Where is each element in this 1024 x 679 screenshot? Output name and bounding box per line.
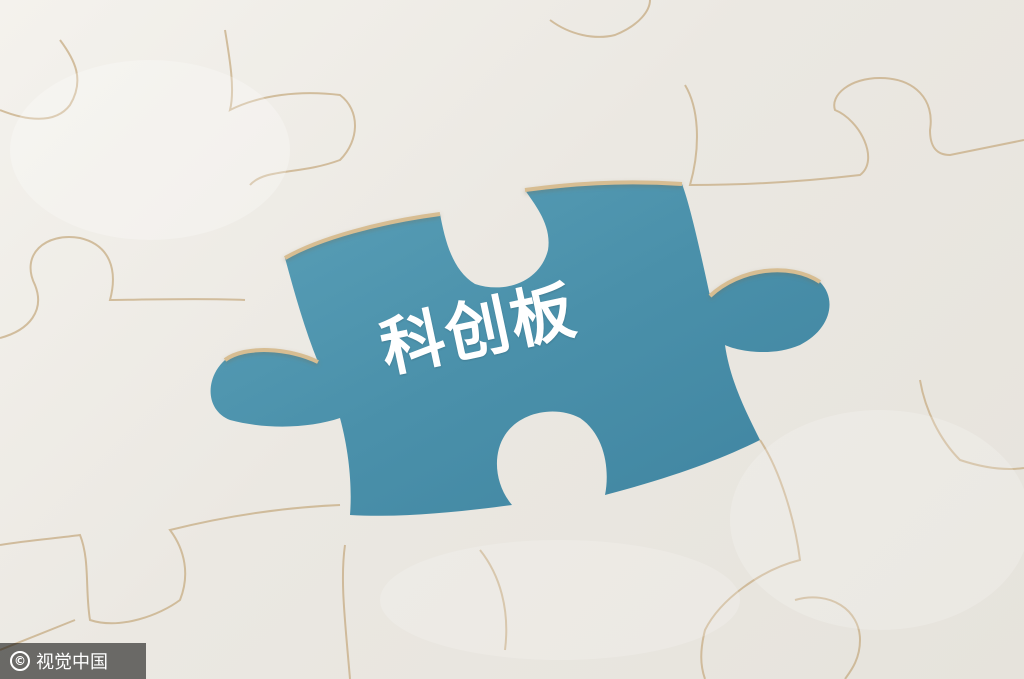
watermark-label: 视觉中国 <box>36 652 108 673</box>
missing-piece-hole <box>210 182 830 516</box>
copyright-icon: © <box>10 651 30 671</box>
hole-rim <box>223 180 822 364</box>
watermark: © 视觉中国 <box>0 643 146 679</box>
